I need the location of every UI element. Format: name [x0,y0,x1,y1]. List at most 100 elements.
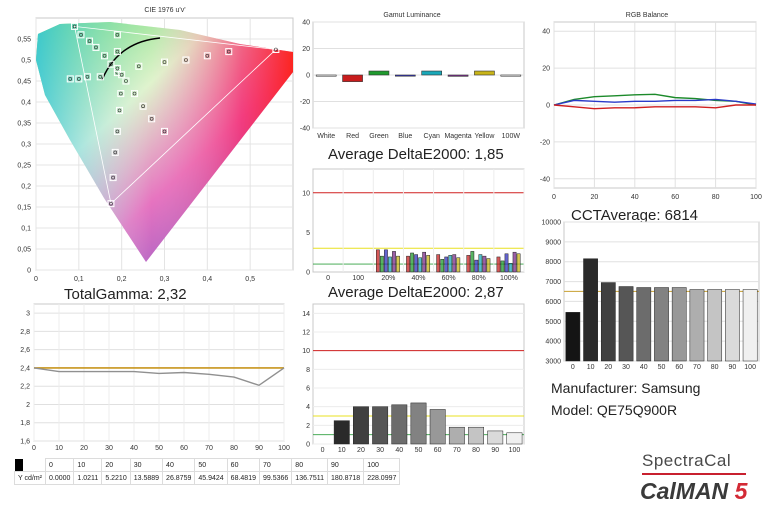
gamut-luminance-y-tick: 20 [302,46,310,53]
cie-target-square [122,77,130,85]
cct-title: CCTAverage: 6814 [571,207,699,224]
cie-measured-point [274,47,278,52]
cie-x-tick: 0,3 [160,276,170,283]
gamut-luminance-bar-100w [500,74,522,77]
delta-sat-bar [504,253,509,273]
rgb-balance-line-1 [553,98,757,106]
cct-x-tick: 40 [640,364,648,371]
cie-target-square [77,31,85,39]
cie-target-square [272,46,280,53]
luminance-value-cell: 1.0211 [73,471,103,485]
cie-measured-point [115,49,120,54]
cct-bar [583,258,598,362]
delta-sat-x-label: 80% [472,275,486,282]
gamma-chart: 3 2,8 2,6 2,4 2,2 2 1,8 1,60 10 20 30 40 50 60 70 80 90 1… [20,303,290,452]
delta-gray-x-tick: 90 [491,447,499,454]
cie-measured-point [149,117,154,121]
luminance-value-cell: 228.0997 [363,471,401,485]
delta-sat-bar [512,251,517,273]
delta-sat-bar [448,255,453,273]
cie-target-square [135,62,143,70]
cct-bar [565,312,581,362]
cie-measured-point [141,104,145,108]
cie-y-tick: 0,5 [21,58,31,65]
cie-measured-point [184,58,188,62]
delta-sat-x-label: 100% [500,275,518,282]
cie-y-tick: 0,05 [17,247,31,254]
delta-sat-x-label: 100 [352,275,364,282]
cie-target-square [118,71,126,79]
delta-sat-bar [456,257,461,273]
delta-gray-bar [410,402,427,445]
delta-gray-title: Average DeltaE2000: 2,87 [328,284,504,301]
gamut-luminance-y-tick: 0 [306,73,310,80]
cct-y-tick: 5000 [545,319,561,326]
gamma-x-tick: 40 [130,445,138,452]
delta-sat-bar [376,249,380,273]
delta-sat-bar [482,255,487,273]
luminance-value-cell: 0.0000 [44,471,75,485]
cct-bar [742,289,758,362]
gamma-y-tick: 2,6 [20,347,30,354]
cie-measured-point [109,62,113,66]
logo-divider [642,473,746,475]
luminance-value-cell: 68.4819 [226,471,260,485]
delta-gray-bar [333,420,350,445]
gamut-luminance-y-tick: -20 [300,99,310,106]
cie-measured-point [113,150,118,155]
delta-gray-bar [448,426,465,445]
planckian-locus [101,37,161,81]
delta-sat-bar [500,260,505,273]
rgb-balance-y-tick: 40 [542,29,550,36]
delta-gray-bar [468,426,484,445]
delta-sat-bar [422,251,426,273]
delta-sat-frame [312,168,525,273]
calman-wordmark: CalMAN [640,478,729,504]
cct-x-tick: 0 [571,364,575,371]
cie-measured-point [115,32,120,37]
cie-target-square [107,60,115,68]
cct-y-tick: 9000 [545,239,561,246]
luminance-value-cell: 99.5366 [258,471,293,485]
cie-y-tick: 0,55 [17,37,31,44]
gamma-x-tick: 0 [32,445,36,452]
cct-x-tick: 100 [744,364,756,371]
gamut-luminance-x-label: Cyan [424,133,440,140]
delta-gray-x-tick: 60 [434,447,442,454]
gamma-x-tick: 90 [255,445,263,452]
cie-measured-point [115,66,120,71]
delta-gray-y-tick: 0 [306,442,310,449]
cie-y-tick: 0,4 [21,100,31,107]
cie-measured-point [109,201,113,206]
cie-target-square [131,90,139,98]
delta-sat-bar [406,255,410,273]
cie-target-square [107,200,115,208]
cct-bar [654,287,669,362]
luminance-value-cell: 13.5889 [129,471,164,485]
gamut-luminance-title: Gamut Luminance [383,12,440,19]
rgb-balance-x-tick: 100 [750,194,762,201]
luminance-table: 0 10 20 30 40 50 60 70 80 90 100 Y cd/m² 0.0000 1.0… [14,458,401,485]
delta-sat-bar [392,251,396,273]
calman-logo: CalMAN 5 [640,478,747,505]
cie-target-square [148,115,156,123]
cie-target-square [101,52,109,60]
luminance-header-cell: 0 [44,458,75,472]
luminance-value-cell: 45.9424 [194,471,228,485]
cie-chart: CIE 1976 u'v' 0 0,1 0,2 0,3 0,4 0,5 0 0,05 0,1 0… [17,7,294,283]
rgb-balance-x-tick: 40 [631,194,639,201]
cie-y-tick: 0,45 [17,79,31,86]
luminance-header-cell: 50 [194,458,228,472]
delta-sat-x-label: 40% [411,275,425,282]
delta-sat-bar [410,252,414,273]
cie-target-square [113,48,121,56]
cie-target-square [113,31,121,39]
delta-sat-title: Average DeltaE2000: 1,85 [328,146,504,163]
cie-measured-point [98,75,103,79]
gamma-y-tick: 2 [26,402,30,409]
cie-y-tick: 0,3 [21,142,31,149]
cct-x-tick: 30 [622,364,630,371]
luminance-value-row: Y cd/m² 0.0000 1.0211 5.2210 13.5889 26.8759… [14,471,401,485]
luminance-header-cell: 60 [226,458,260,472]
